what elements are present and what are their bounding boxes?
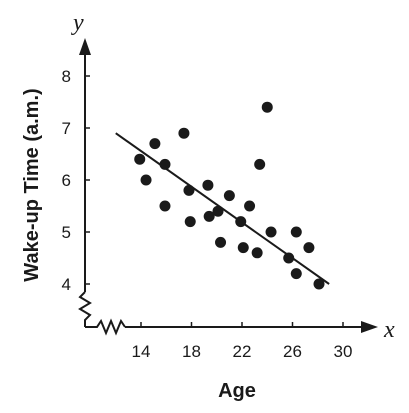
y-axis-variable: y <box>71 10 84 36</box>
data-point <box>290 268 302 280</box>
data-point <box>140 174 152 186</box>
data-point <box>283 252 295 264</box>
data-point <box>202 179 214 191</box>
x-tick-label: 14 <box>132 342 151 361</box>
data-point <box>134 153 146 165</box>
x-tick-label: 26 <box>283 342 302 361</box>
data-point <box>261 101 273 113</box>
y-axis-title: Wake-up Time (a.m.) <box>21 88 43 281</box>
data-point <box>237 242 249 254</box>
axes <box>78 38 378 336</box>
data-point <box>223 190 235 202</box>
data-point <box>184 216 196 228</box>
data-point <box>265 226 277 238</box>
x-ticks: 14 18 22 26 30 <box>132 322 353 361</box>
data-point <box>178 127 190 139</box>
data-point <box>244 200 256 212</box>
data-point <box>215 236 227 248</box>
y-axis-break <box>78 291 92 327</box>
y-tick-label: 8 <box>62 67 71 86</box>
x-axis-arrowhead <box>361 321 378 333</box>
data-point <box>290 226 302 238</box>
data-point <box>254 158 266 170</box>
data-point <box>251 247 263 259</box>
x-tick-label: 30 <box>334 342 353 361</box>
data-point <box>149 138 161 150</box>
x-tick-label: 18 <box>182 342 201 361</box>
y-tick-label: 7 <box>62 119 71 138</box>
x-axis-variable: x <box>383 317 395 343</box>
y-axis-arrowhead <box>79 38 91 55</box>
data-point <box>203 210 215 222</box>
data-point <box>159 158 171 170</box>
x-axis-break <box>85 318 126 336</box>
x-tick-label: 22 <box>233 342 252 361</box>
x-axis-title: Age <box>218 380 256 402</box>
data-point <box>303 242 315 254</box>
data-point <box>235 216 247 228</box>
y-tick-label: 6 <box>62 171 71 190</box>
y-ticks: 4 5 6 7 8 <box>62 67 90 294</box>
data-points <box>134 101 325 290</box>
y-tick-label: 4 <box>62 275 71 294</box>
y-tick-label: 5 <box>62 223 71 242</box>
data-point <box>212 205 224 217</box>
data-point <box>183 184 195 196</box>
data-point <box>313 278 325 290</box>
data-point <box>159 200 171 212</box>
